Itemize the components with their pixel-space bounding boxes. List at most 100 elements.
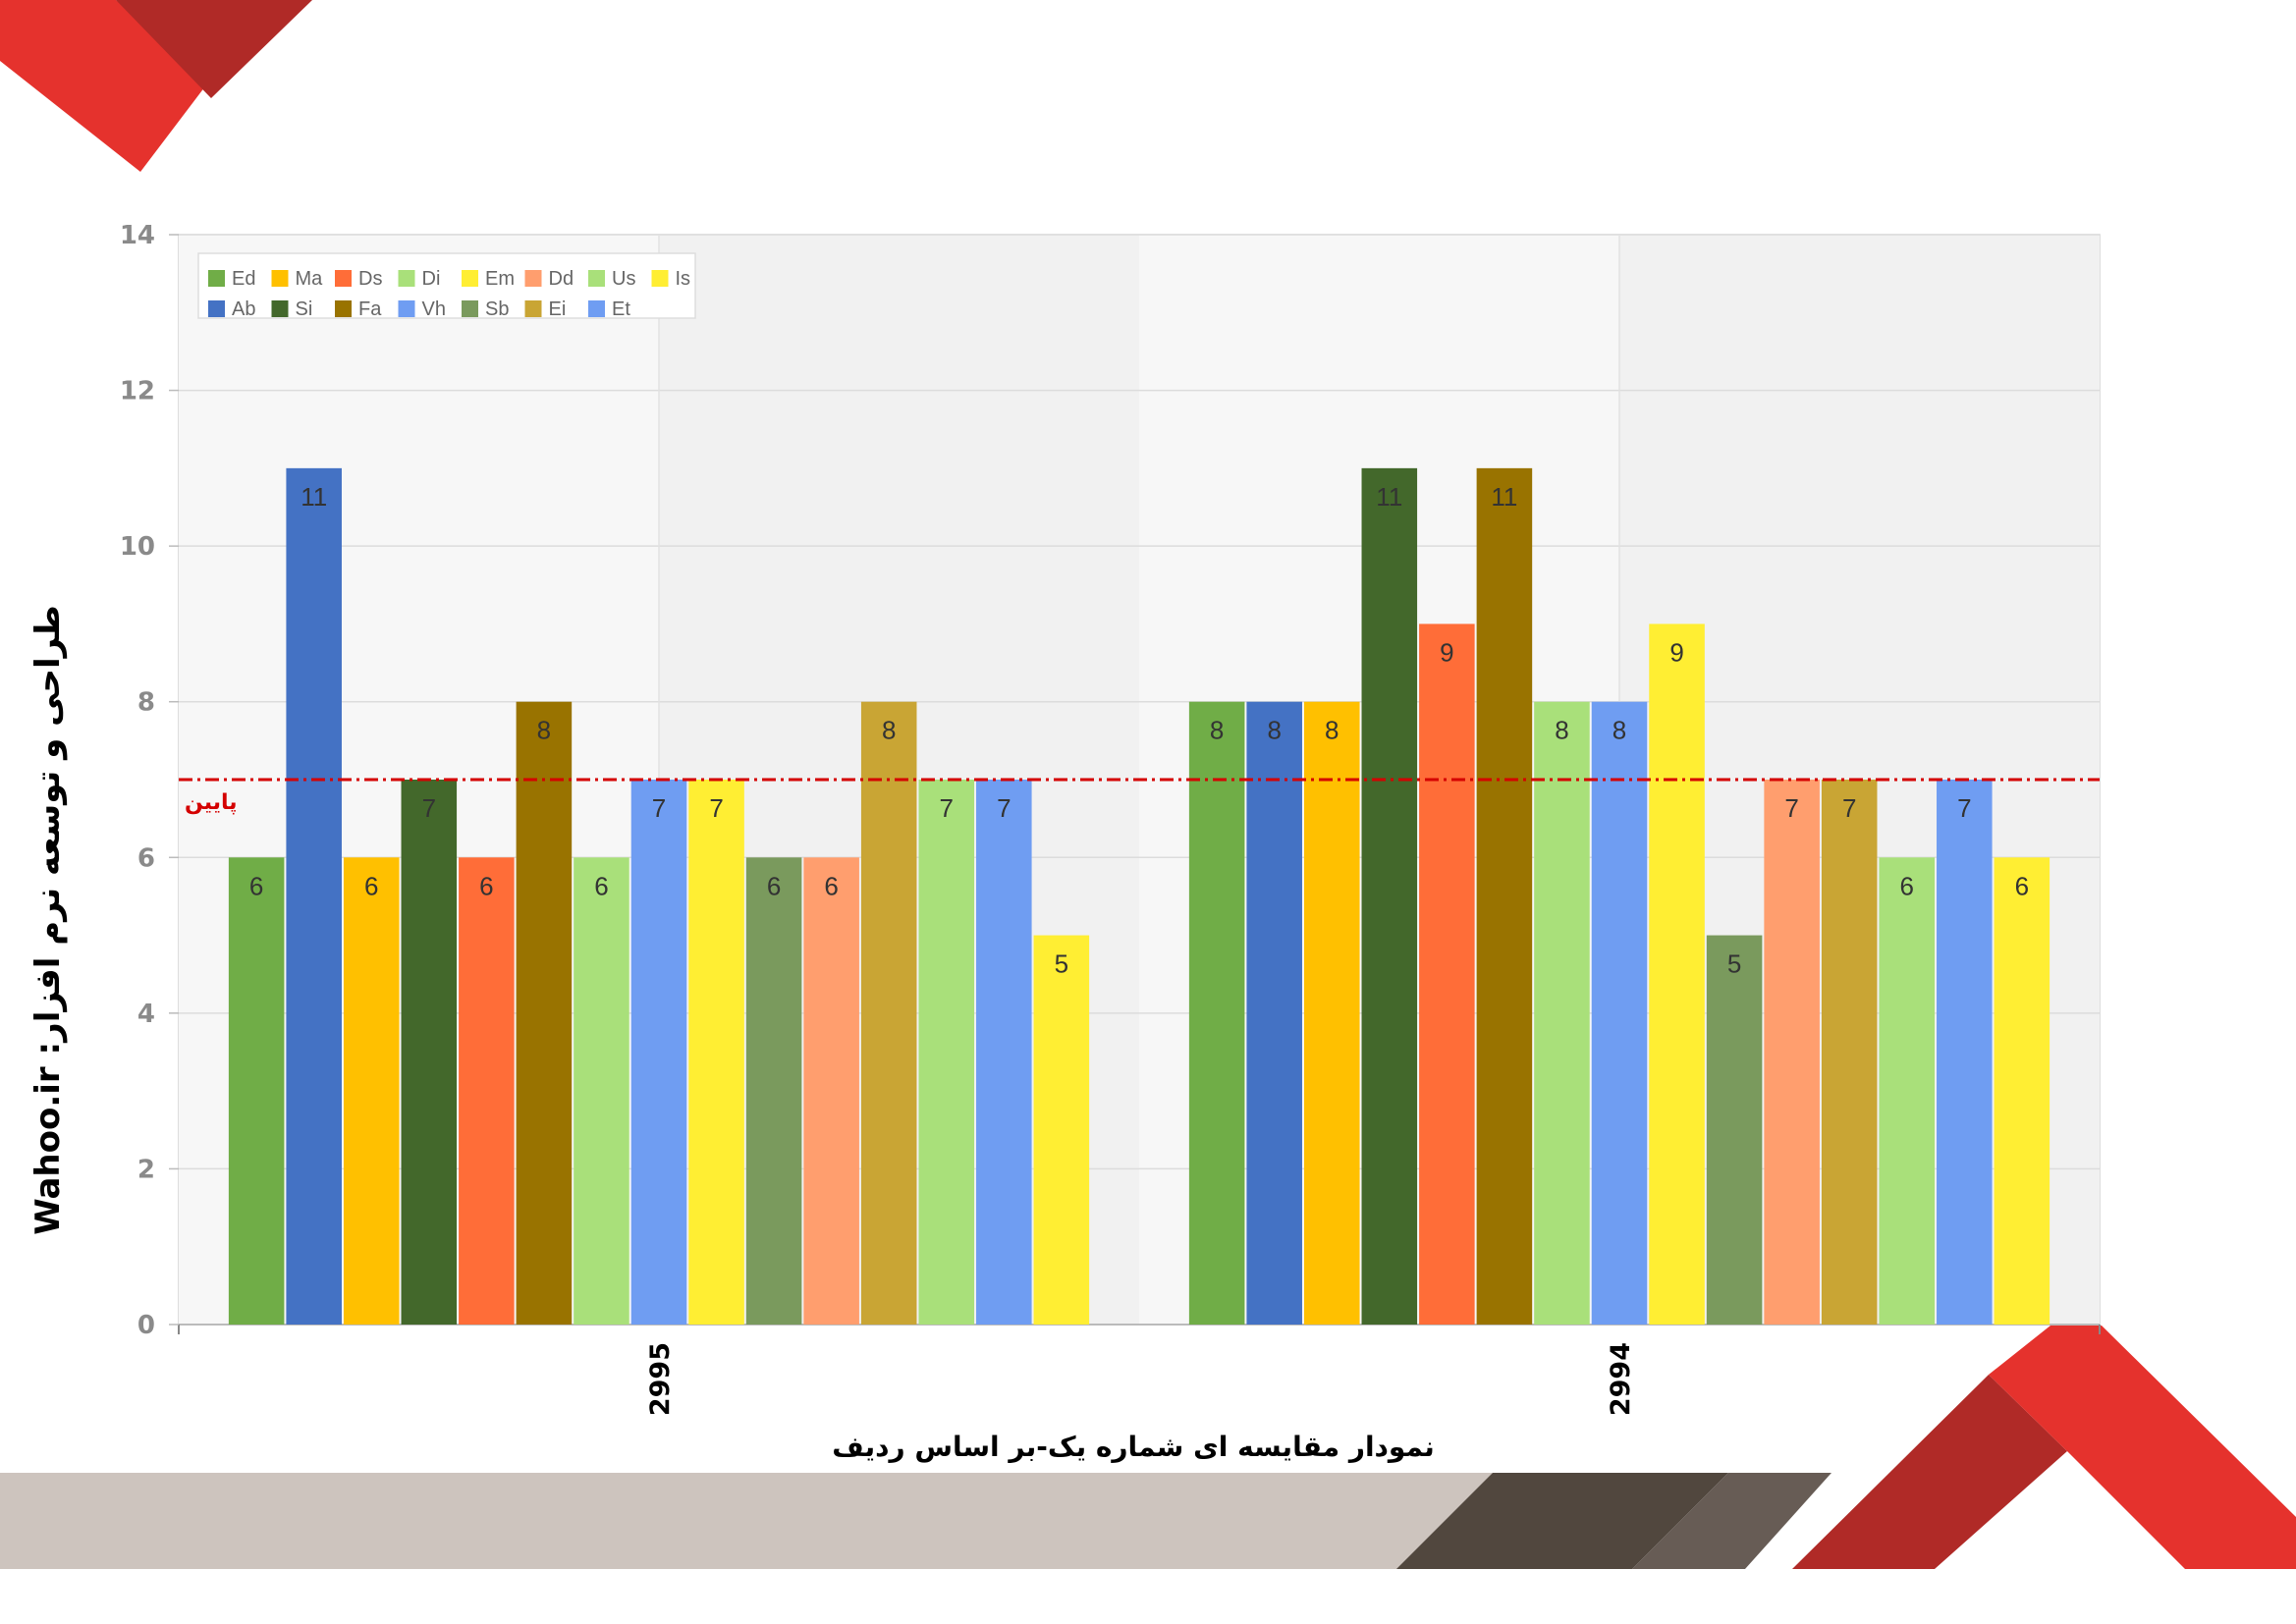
data-label: 7 xyxy=(709,793,723,823)
category-label-2995: 2995 xyxy=(645,1342,676,1416)
reference-line-label: پایین xyxy=(185,790,238,815)
legend-swatch-sb xyxy=(462,300,478,317)
legend-label-ma: Ma xyxy=(296,268,324,290)
y-tick-label: 0 xyxy=(137,1311,155,1340)
legend-label-si: Si xyxy=(296,298,313,320)
legend-label-vh: Vh xyxy=(422,298,446,320)
legend-swatch-dd xyxy=(524,270,542,287)
legend-swatch-ma xyxy=(271,270,289,287)
data-label: 8 xyxy=(1613,716,1626,745)
reference-line-group: پایین xyxy=(179,778,2100,815)
x-axis-title: نمودار مقایسه ای شماره یک-بر اساس ردیف xyxy=(832,1431,1435,1463)
y-axis-title: طراحی و توسعه نرم افزار: Wahoo.ir xyxy=(28,605,68,1235)
bar-di-2995 xyxy=(574,857,629,1325)
bar-sb-2994 xyxy=(1706,935,1763,1325)
legend-label-ed: Ed xyxy=(232,268,255,290)
y-axis-ticks: 0 2 4 6 8 10 12 14 xyxy=(120,221,179,1340)
bar-et-2994 xyxy=(1937,780,1993,1325)
data-label: 7 xyxy=(652,793,666,823)
y-tick-label: 6 xyxy=(137,843,155,873)
legend-swatch-em xyxy=(462,270,478,287)
bar-us-2994 xyxy=(1879,857,1936,1325)
y-tick-label: 8 xyxy=(137,688,155,718)
bar-is-2995 xyxy=(1033,935,1090,1325)
bottom-right-chevron-red xyxy=(1989,1326,2296,1569)
legend-swatch-di xyxy=(398,270,415,287)
bar-si-2995 xyxy=(401,780,458,1325)
data-label: 6 xyxy=(1900,871,1914,900)
bars: 6 11 6 7 6 8 6 7 7 6 6 8 7 7 5 8 8 8 11 9 11 8 8 9 5 7 7 6 7 6 xyxy=(228,467,2050,1325)
bottom-band-beige xyxy=(0,1473,1493,1569)
data-label: 8 xyxy=(537,716,551,745)
legend-label-em: Em xyxy=(485,268,515,290)
bar-ed-2994 xyxy=(1188,701,1245,1325)
bar-dd-2995 xyxy=(803,857,859,1325)
data-label: 5 xyxy=(1727,949,1741,979)
bar-ma-2994 xyxy=(1303,701,1360,1325)
data-label: 7 xyxy=(997,793,1011,823)
legend-swatch-ds xyxy=(335,270,352,287)
bar-ed-2995 xyxy=(228,857,285,1325)
bottom-band-dark xyxy=(1396,1473,1728,1569)
data-label: 9 xyxy=(1440,637,1453,667)
y-tick-label: 14 xyxy=(120,221,155,250)
bar-si-2994 xyxy=(1361,467,1418,1325)
data-label: 8 xyxy=(1325,716,1339,745)
y-tick-label: 12 xyxy=(120,377,155,406)
bar-ma-2995 xyxy=(343,857,400,1325)
bar-sb-2995 xyxy=(745,857,802,1325)
data-label: 8 xyxy=(1555,716,1568,745)
data-label: 6 xyxy=(767,871,781,900)
bar-vh-2995 xyxy=(630,780,687,1325)
bar-dd-2994 xyxy=(1764,780,1820,1325)
data-label: 5 xyxy=(1055,949,1068,979)
legend-label-is: Is xyxy=(676,268,691,290)
y-tick-label: 4 xyxy=(137,1000,155,1029)
y-tick-label: 2 xyxy=(137,1155,155,1184)
bar-ds-2994 xyxy=(1419,623,1475,1325)
data-label: 6 xyxy=(2015,871,2029,900)
legend-swatch-ei xyxy=(524,300,542,317)
data-label: 8 xyxy=(1267,716,1281,745)
bar-is-2994 xyxy=(1994,857,2050,1325)
legend-label-sb: Sb xyxy=(485,298,509,320)
data-label: 11 xyxy=(1376,482,1402,512)
bar-ab-2994 xyxy=(1246,701,1302,1325)
bottom-right-chevron-dark xyxy=(1792,1375,2067,1569)
legend-swatch-ed xyxy=(208,270,225,287)
data-label: 11 xyxy=(301,482,327,512)
legend-label-di: Di xyxy=(422,268,441,290)
data-label: 6 xyxy=(479,871,493,900)
bar-et-2995 xyxy=(976,780,1032,1325)
legend-swatch-si xyxy=(271,300,289,317)
bar-fa-2994 xyxy=(1476,467,1533,1325)
legend-label-fa: Fa xyxy=(358,298,382,320)
bar-ei-2995 xyxy=(860,701,917,1325)
legend-label-us: Us xyxy=(612,268,635,290)
legend-label-et: Et xyxy=(612,298,630,320)
data-label: 6 xyxy=(824,871,838,900)
bottom-band-gray xyxy=(1632,1473,1831,1569)
top-left-chevron-dark xyxy=(116,0,312,98)
data-label: 9 xyxy=(1669,637,1683,667)
legend-label-ds: Ds xyxy=(358,268,382,290)
data-label: 6 xyxy=(594,871,608,900)
x-axis-categories: 2995 2994 xyxy=(645,1342,1636,1416)
bar-us-2995 xyxy=(918,780,975,1325)
legend-label-dd: Dd xyxy=(549,268,574,290)
data-label: 7 xyxy=(1784,793,1798,823)
bar-em-2995 xyxy=(688,780,744,1325)
bar-ds-2995 xyxy=(459,857,515,1325)
data-label: 8 xyxy=(882,716,896,745)
bar-fa-2995 xyxy=(516,701,573,1325)
bar-em-2994 xyxy=(1649,623,1705,1325)
category-label-2994: 2994 xyxy=(1606,1342,1636,1416)
bar-ei-2994 xyxy=(1821,780,1878,1325)
bar-ab-2995 xyxy=(286,467,342,1325)
data-label: 8 xyxy=(1210,716,1224,745)
data-label: 6 xyxy=(364,871,378,900)
data-label: 7 xyxy=(1957,793,1971,823)
legend: Ed Ma Ds Di Em Dd Us Is Ab Si Fa Vh Sb Ei Et xyxy=(197,252,696,320)
